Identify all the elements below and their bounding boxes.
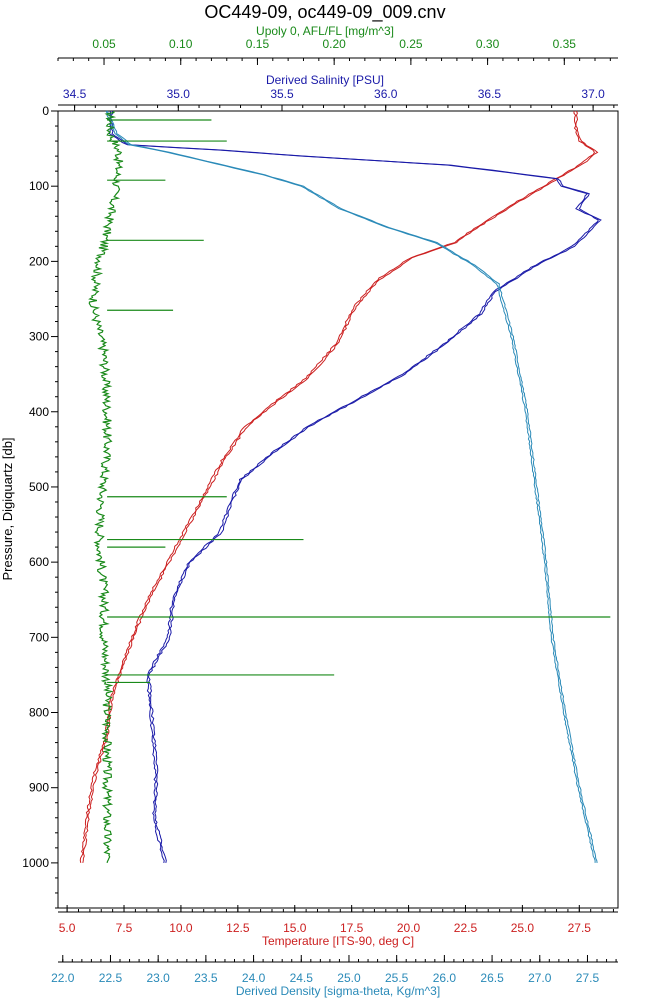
- pressure-tick-label: 600: [29, 555, 49, 569]
- density-tick-label: 25.0: [337, 971, 361, 985]
- fluor-tick-label: 0.15: [246, 37, 270, 51]
- density-tick-label: 27.0: [528, 971, 552, 985]
- fluor-tick-label: 0.25: [399, 37, 423, 51]
- series-layer: [79, 110, 611, 864]
- pressure-tick-label: 0: [42, 104, 49, 118]
- salinity-profile-line-down: [108, 110, 600, 863]
- fluor-tick-label: 0.35: [553, 37, 577, 51]
- fluor-tick-label: 0.05: [92, 37, 116, 51]
- salinity-tick-label: 35.5: [270, 87, 294, 101]
- pressure-tick-label: 500: [29, 480, 49, 494]
- temperature-tick-label: 27.5: [568, 921, 592, 935]
- pressure-tick-label: 100: [29, 179, 49, 193]
- density-tick-label: 23.5: [194, 971, 218, 985]
- temperature-profile-line-down: [79, 110, 595, 864]
- salinity-tick-label: 34.5: [63, 87, 87, 101]
- density-tick-label: 22.5: [99, 971, 123, 985]
- fluor-axis-label: Upoly 0, AFL/FL [mg/m^3]: [256, 24, 394, 38]
- temperature-axis-label: Temperature [ITS-90, deg C]: [262, 934, 414, 948]
- salinity-tick-label: 36.0: [374, 87, 398, 101]
- fluor-axis: 0.05 0.10 0.15 0.20 0.25 0.30 0.35: [57, 37, 618, 65]
- pressure-tick-label: 400: [29, 405, 49, 419]
- temperature-tick-label: 7.5: [116, 921, 133, 935]
- density-tick-label: 24.5: [290, 971, 314, 985]
- temperature-tick-label: 20.0: [397, 921, 421, 935]
- density-tick-label: 27.5: [576, 971, 600, 985]
- pressure-tick-label: 900: [29, 781, 49, 795]
- pressure-tick-label: 1000: [22, 856, 49, 870]
- density-profile-line-up: [106, 110, 598, 863]
- pressure-tick-label: 200: [29, 254, 49, 268]
- density-tick-label: 22.0: [51, 971, 75, 985]
- temperature-axis: 5.0 7.5 10.0 12.5 15.0 17.5 20.0 22.5 25.0 27.5: [58, 905, 618, 935]
- pressure-tick-label: 700: [29, 630, 49, 644]
- pressure-tick-label: 800: [29, 706, 49, 720]
- pressure-axis-label: Pressure, Digiquartz [db]: [0, 437, 15, 580]
- salinity-tick-label: 36.5: [478, 87, 502, 101]
- temperature-tick-label: 17.5: [340, 921, 364, 935]
- fluor-tick-label: 0.30: [476, 37, 500, 51]
- fluor-profile-line: [88, 110, 124, 864]
- pressure-axis: 0 100 200 300 400 500 600 700 800 900 1000: [22, 104, 58, 909]
- temperature-tick-label: 5.0: [59, 921, 76, 935]
- salinity-tick-label: 35.0: [167, 87, 191, 101]
- salinity-profile-line-up: [110, 110, 602, 864]
- salinity-tick-label: 37.0: [581, 87, 605, 101]
- salinity-axis-label: Derived Salinity [PSU]: [266, 73, 384, 87]
- pressure-tick-label: 300: [29, 330, 49, 344]
- plot-frame: [57, 110, 619, 909]
- temperature-tick-label: 22.5: [454, 921, 478, 935]
- temperature-tick-label: 12.5: [226, 921, 250, 935]
- density-axis-label: Derived Density [sigma-theta, Kg/m^3]: [236, 984, 440, 998]
- density-tick-label: 23.0: [146, 971, 170, 985]
- density-tick-label: 24.0: [242, 971, 266, 985]
- temperature-tick-label: 15.0: [283, 921, 307, 935]
- density-tick-label: 26.5: [480, 971, 504, 985]
- density-axis: 22.0 22.5 23.0 23.5 24.0 24.5 25.0 25.5 26.0 26.5…: [51, 955, 618, 985]
- temperature-tick-label: 25.0: [511, 921, 535, 935]
- temperature-profile-line-up: [82, 110, 599, 864]
- temperature-tick-label: 10.0: [169, 921, 193, 935]
- fluor-tick-label: 0.10: [169, 37, 193, 51]
- salinity-axis: 34.5 35.0 35.5 36.0 36.5 37.0: [58, 87, 618, 112]
- density-tick-label: 26.0: [433, 971, 457, 985]
- chart-title: OC449-09, oc449-09_009.cnv: [204, 2, 445, 23]
- density-tick-label: 25.5: [385, 971, 409, 985]
- fluor-tick-label: 0.20: [322, 37, 346, 51]
